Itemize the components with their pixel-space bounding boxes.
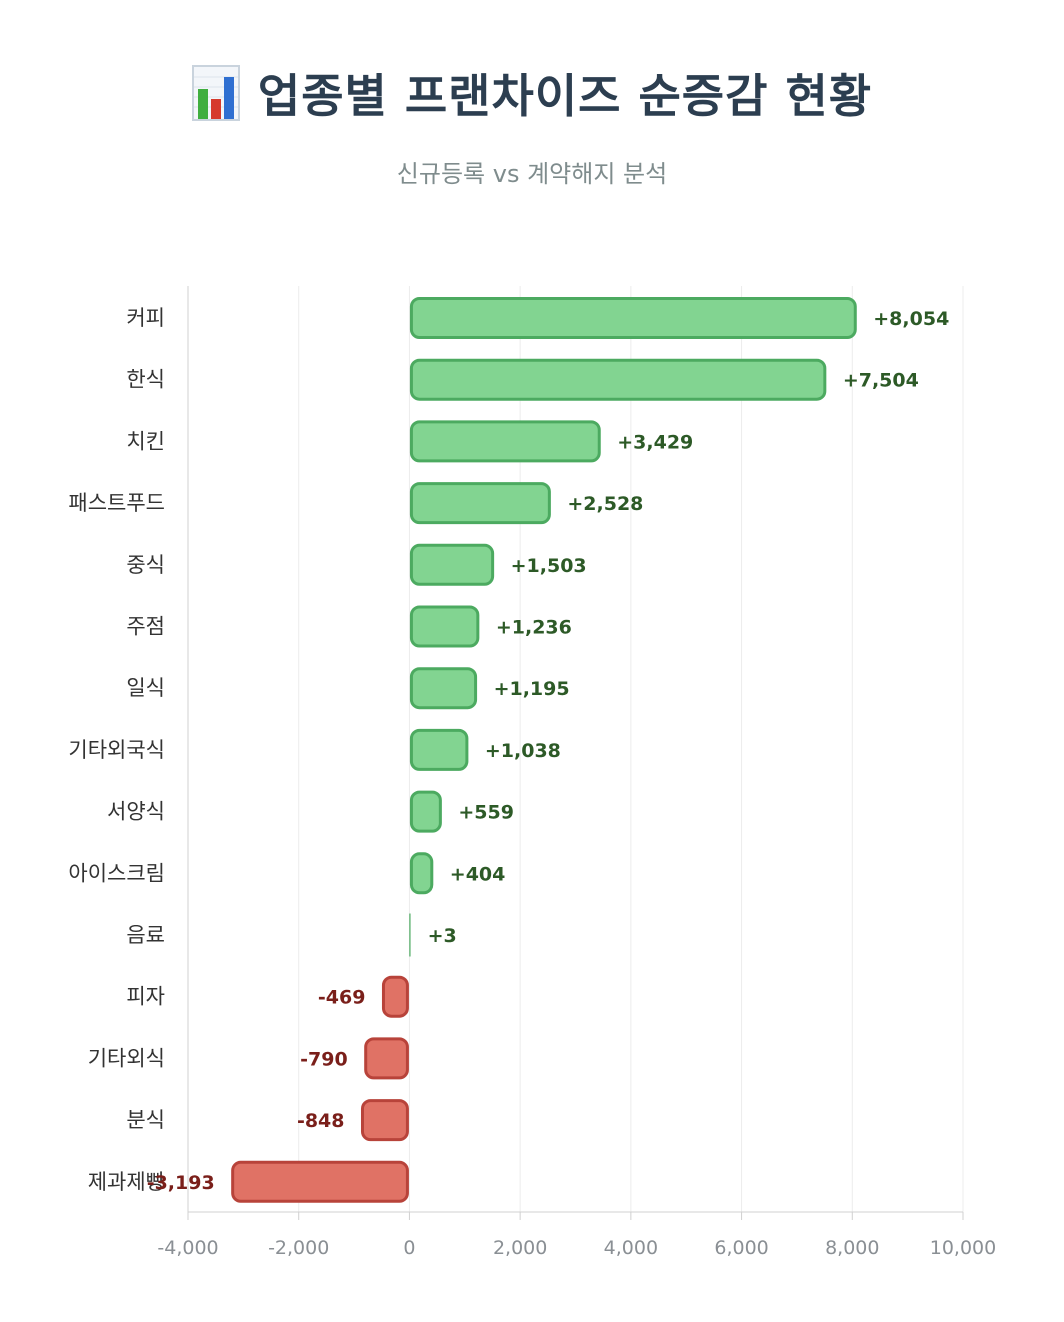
bar bbox=[409, 358, 827, 401]
bar bbox=[409, 728, 469, 771]
value-label: +1,038 bbox=[485, 740, 561, 762]
x-tick-label: -2,000 bbox=[268, 1237, 329, 1259]
category-label: 일식 bbox=[126, 676, 165, 700]
category-label: 제과제빵 bbox=[88, 1170, 165, 1194]
category-label: 커피 bbox=[126, 306, 165, 330]
bar bbox=[231, 1160, 409, 1203]
bar bbox=[364, 1037, 409, 1080]
axes bbox=[187, 286, 964, 1220]
bar bbox=[409, 420, 601, 463]
title-row: 업종별 프랜차이즈 순증감 현황 bbox=[0, 60, 1064, 126]
bars bbox=[231, 297, 857, 1203]
bar bbox=[409, 667, 478, 710]
bar bbox=[409, 297, 857, 339]
x-tick-label: 10,000 bbox=[930, 1237, 996, 1259]
value-label: +3 bbox=[428, 925, 457, 947]
value-label: -848 bbox=[297, 1110, 345, 1132]
bar bbox=[409, 605, 480, 648]
x-tick-label: 6,000 bbox=[714, 1237, 768, 1259]
bar-chart-icon bbox=[191, 65, 240, 121]
value-label: -469 bbox=[318, 987, 366, 1009]
category-label: 분식 bbox=[126, 1108, 165, 1132]
category-labels: 커피한식치킨패스트푸드중식주점일식기타외국식서양식아이스크림음료피자기타외식분식… bbox=[68, 306, 165, 1194]
x-tick-label: 2,000 bbox=[493, 1237, 547, 1259]
value-label: +8,054 bbox=[873, 308, 949, 330]
category-label: 치킨 bbox=[126, 429, 165, 453]
category-label: 아이스크림 bbox=[68, 861, 165, 885]
value-label: -790 bbox=[300, 1048, 348, 1070]
category-label: 한식 bbox=[126, 368, 165, 392]
x-tick-label: 0 bbox=[403, 1237, 415, 1259]
value-label: +1,503 bbox=[511, 555, 587, 577]
value-label: +7,504 bbox=[843, 370, 919, 392]
value-label: +2,528 bbox=[567, 493, 643, 515]
bar bbox=[381, 975, 409, 1018]
value-label: +1,236 bbox=[496, 617, 572, 639]
value-label: -3,193 bbox=[147, 1172, 215, 1194]
value-label: +1,195 bbox=[494, 678, 570, 700]
grid-lines bbox=[187, 286, 964, 1212]
page-subtitle: 신규등록 vs 계약해지 분석 bbox=[396, 160, 668, 188]
bar bbox=[409, 790, 442, 833]
category-label: 중식 bbox=[126, 553, 165, 577]
category-label: 기타외식 bbox=[88, 1046, 165, 1070]
value-label: +559 bbox=[458, 802, 514, 824]
category-label: 음료 bbox=[126, 923, 165, 947]
bar bbox=[409, 482, 551, 525]
x-tick-label: 8,000 bbox=[825, 1237, 879, 1259]
category-label: 피자 bbox=[126, 985, 165, 1009]
category-label: 패스트푸드 bbox=[68, 491, 165, 515]
bar bbox=[409, 852, 434, 895]
x-tick-label: -4,000 bbox=[157, 1237, 218, 1259]
category-label: 기타외국식 bbox=[68, 738, 165, 762]
page-title: 업종별 프랜차이즈 순증감 현황 bbox=[257, 69, 873, 123]
x-tick-label: 4,000 bbox=[604, 1237, 658, 1259]
category-label: 서양식 bbox=[107, 800, 165, 824]
category-label: 주점 bbox=[126, 615, 165, 639]
value-label: +3,429 bbox=[617, 431, 693, 453]
bar bbox=[409, 543, 495, 586]
x-tick-labels: -4,000 -2,000 0 2,000 4,000 6,000 8,000 10,000 bbox=[157, 1237, 996, 1259]
bar bbox=[360, 1099, 409, 1142]
value-label: +404 bbox=[450, 863, 506, 885]
value-labels: +8,054 +7,504 +3,429 +2,528 +1,503 +1,236 +1,1… bbox=[147, 308, 950, 1194]
